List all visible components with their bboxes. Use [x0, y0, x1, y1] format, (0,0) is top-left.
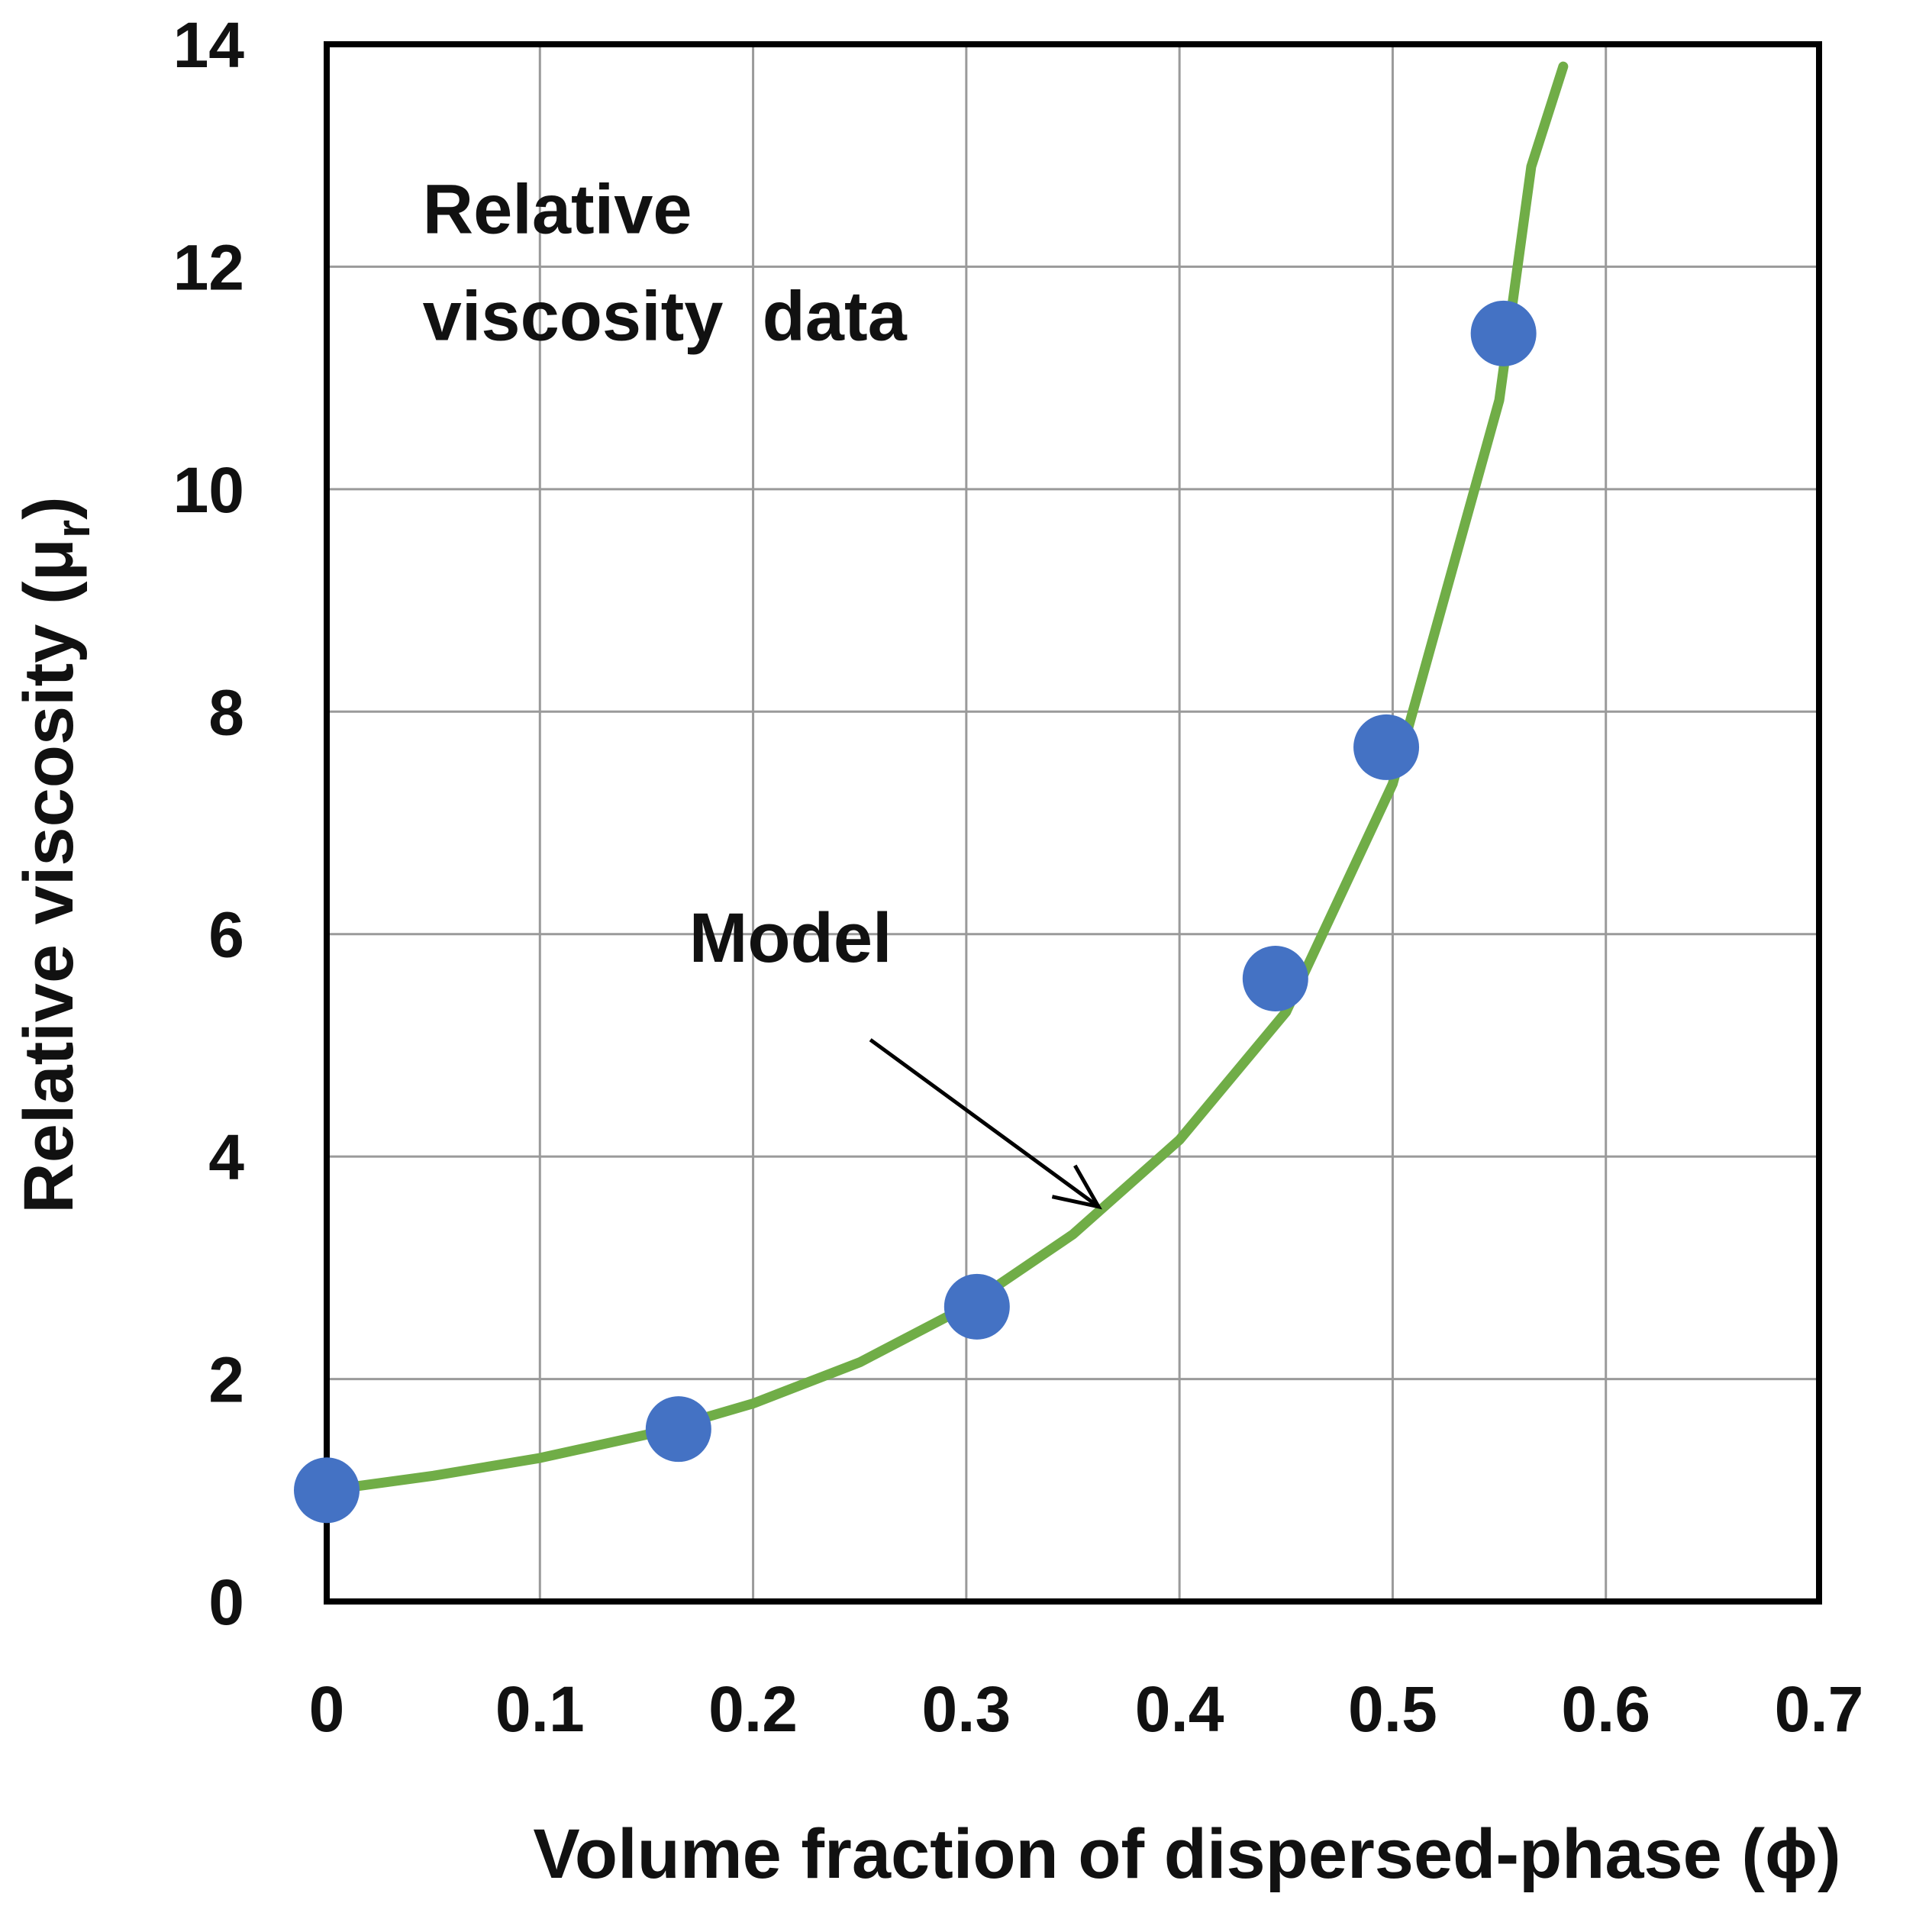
plot-frame [324, 41, 1822, 1605]
data-point [294, 1457, 360, 1524]
model-arrow-head [1051, 1164, 1102, 1210]
y-tick-label: 4 [208, 1121, 244, 1193]
model-layer [321, 61, 1569, 1495]
y-tick-label: 2 [208, 1344, 244, 1416]
y-tick-label: 6 [208, 899, 244, 971]
data-point [943, 1273, 1010, 1340]
x-tick-label: 0.7 [1775, 1673, 1864, 1745]
x-tick-label: 0.1 [495, 1673, 585, 1745]
data-annotation-line1: Relative [423, 171, 692, 249]
data-point [1353, 714, 1420, 780]
x-axis-title: Volume fraction of dispersed-phase (ϕ) [533, 1815, 1840, 1893]
x-tick-label: 0.3 [921, 1673, 1011, 1745]
x-tick-label: 0.5 [1348, 1673, 1437, 1745]
y-tick-label: 0 [208, 1566, 244, 1638]
plot-area [327, 44, 1819, 1601]
data-point [645, 1396, 711, 1463]
x-tick-labels: 0 0.1 0.2 0.3 0.4 0.5 0.6 0.7 [309, 1673, 1864, 1745]
data-points [294, 300, 1537, 1524]
y-axis-title-close: ) [10, 496, 88, 520]
model-curve [321, 61, 1569, 1495]
y-tick-label: 12 [173, 231, 244, 303]
y-axis-title-main: Relative viscosity (μ [10, 538, 88, 1214]
y-axis-title-subscript: r [47, 520, 100, 538]
y-tick-labels: 0 2 4 6 8 10 12 14 [173, 9, 245, 1638]
data-point [1242, 946, 1308, 1011]
model-arrow-shaft [869, 1038, 1100, 1208]
data-point [1470, 300, 1537, 366]
x-tick-label: 0.6 [1561, 1673, 1650, 1745]
y-tick-label: 14 [173, 9, 245, 81]
x-tick-label: 0 [309, 1673, 345, 1745]
annotations: Relative viscosity data Model [423, 171, 1102, 1210]
x-tick-label: 0.2 [708, 1673, 798, 1745]
y-tick-label: 10 [173, 454, 244, 526]
x-tick-label: 0.4 [1135, 1673, 1224, 1745]
y-tick-label: 8 [208, 676, 244, 748]
data-annotation-line2: viscosity data [423, 278, 908, 356]
model-annotation: Model [689, 899, 892, 977]
y-axis-title: Relative viscosity (μr) [10, 496, 100, 1213]
